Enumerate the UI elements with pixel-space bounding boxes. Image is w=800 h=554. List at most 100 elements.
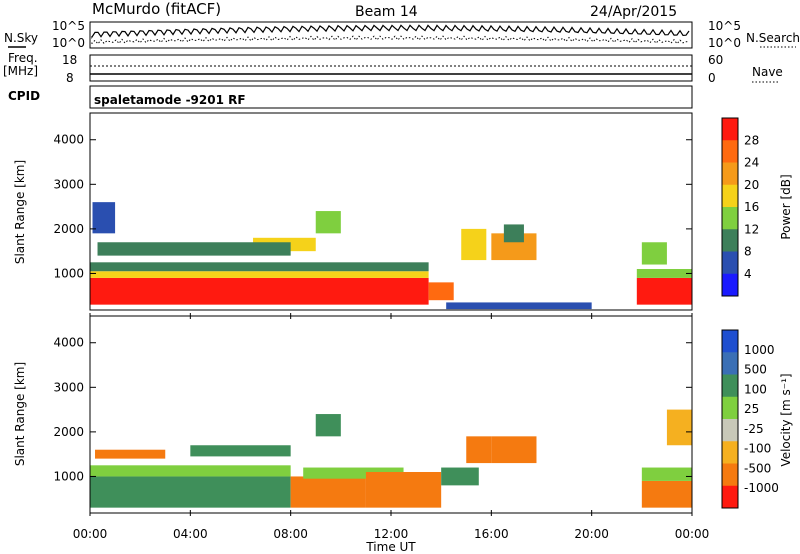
heatmap-cell <box>466 436 492 464</box>
colorbar-swatch <box>722 184 738 208</box>
heatmap-cell <box>95 449 166 459</box>
colorbar-tick-label: -500 <box>744 461 771 475</box>
time-tick-label: 08:00 <box>273 527 308 541</box>
heatmap-cell <box>97 242 291 256</box>
colorbar-tick-label: 12 <box>744 222 759 236</box>
freq-left-label-1: Freq. <box>8 51 38 65</box>
heatmap-cell <box>303 467 404 479</box>
heatmap-cell <box>190 445 291 457</box>
heatmap-cell <box>666 409 692 446</box>
colorbar-tick-label: -25 <box>744 422 764 436</box>
colorbar-swatch <box>722 374 738 398</box>
noise-panel: N.Sky 10^5 10^0 10^5 10^0 N.Search <box>4 19 800 50</box>
range-tick-label: 2000 <box>53 425 84 439</box>
frequency-panel: Freq. [MHz] 18 8 60 0 Nave <box>3 51 783 85</box>
velocity-colorbar-label: Velocity [m s⁻¹] <box>779 373 793 466</box>
heatmap-cell <box>315 211 341 234</box>
colorbar-tick-label: 25 <box>744 402 759 416</box>
colorbar-swatch <box>722 118 738 141</box>
freq-left-label-2: [MHz] <box>3 64 38 78</box>
colorbar-swatch <box>722 352 738 375</box>
freq-right-tick-top: 60 <box>708 53 723 67</box>
heatmap-cell <box>446 302 592 310</box>
colorbar-tick-label: 500 <box>744 363 767 377</box>
range-tick-label: 4000 <box>53 133 84 147</box>
colorbar-tick-label: -1000 <box>744 481 779 495</box>
colorbar-tick-label: 100 <box>744 382 767 396</box>
freq-right-tick-bottom: 0 <box>708 71 716 85</box>
heatmap-cell <box>90 262 429 272</box>
colorbar-tick-label: -100 <box>744 442 771 456</box>
noise-sky-line <box>91 24 690 40</box>
noise-left-tick-bottom: 10^0 <box>52 36 85 50</box>
beam-title: Beam 14 <box>355 4 418 20</box>
noise-left-tick-top: 10^5 <box>52 19 85 33</box>
freq-left-tick-bottom: 8 <box>66 71 74 85</box>
colorbar-tick-label: 28 <box>744 133 759 147</box>
heatmap-cell <box>90 465 291 477</box>
colorbar-swatch <box>722 140 738 163</box>
heatmap-cell <box>90 271 429 278</box>
range-tick-label: 2000 <box>53 222 84 236</box>
colorbar-tick-label: 4 <box>744 267 752 281</box>
power-y-axis-label: Slant Range [km] <box>13 160 27 264</box>
time-tick-label: 12:00 <box>374 527 409 541</box>
velocity-heatmap <box>90 409 692 508</box>
heatmap-cell <box>290 476 366 508</box>
range-tick-label: 3000 <box>53 380 84 394</box>
time-axis-label: Time UT <box>365 540 416 554</box>
time-tick-label: 00:00 <box>675 527 710 541</box>
date-title: 24/Apr/2015 <box>590 4 677 20</box>
time-tick-label: 00:00 <box>73 527 108 541</box>
time-tick-label: 16:00 <box>474 527 509 541</box>
range-tick-label: 3000 <box>53 177 84 191</box>
heatmap-cell <box>641 480 692 508</box>
velocity-range-ticks: 1000 2000 3000 4000 <box>53 336 692 483</box>
noise-right-tick-top: 10^5 <box>708 19 741 33</box>
cpid-label: CPID <box>8 89 40 103</box>
heatmap-cell <box>428 282 454 301</box>
colorbar-tick-label: 1000 <box>744 343 775 357</box>
colorbar-swatch <box>722 330 738 353</box>
colorbar-swatch <box>722 463 738 487</box>
heatmap-cell <box>636 268 692 278</box>
colorbar-swatch <box>722 207 738 230</box>
heatmap-cell <box>315 414 341 437</box>
power-panel: 1000 2000 3000 4000 Slant Range [km] <box>13 112 693 311</box>
heatmap-cell <box>90 476 291 508</box>
heatmap-cell <box>92 202 116 234</box>
velocity-y-axis-label: Slant Range [km] <box>13 362 27 466</box>
colorbar-swatch <box>722 485 738 509</box>
cpid-value: spaletamode -9201 RF <box>94 93 246 107</box>
colorbar-swatch <box>722 162 738 186</box>
velocity-colorbar: 1000 500 100 25 -25 -100 -500 -1000 Velocity [m… <box>721 329 793 509</box>
noise-right-label: N.Search <box>746 31 800 45</box>
power-colorbar-label: Power [dB] <box>779 174 793 239</box>
heatmap-cell <box>365 471 442 508</box>
heatmap-cell <box>90 277 429 305</box>
range-tick-label: 1000 <box>53 266 84 280</box>
power-range-ticks: 1000 2000 3000 4000 <box>53 133 692 280</box>
noise-search-line <box>91 35 690 45</box>
station-title: McMurdo (fitACF) <box>92 0 221 18</box>
colorbar-swatch <box>722 419 738 442</box>
noise-left-label: N.Sky <box>4 31 38 45</box>
power-colorbar: 4 8 12 16 20 24 28 Power [dB] <box>721 117 793 297</box>
colorbar-swatch <box>722 251 738 275</box>
freq-left-tick-top: 18 <box>62 53 77 67</box>
colorbar-swatch <box>722 441 738 464</box>
range-tick-label: 1000 <box>53 469 84 483</box>
range-tick-label: 4000 <box>53 336 84 350</box>
colorbar-swatch <box>722 396 738 420</box>
colorbar-tick-label: 20 <box>744 178 759 192</box>
heatmap-cell <box>503 224 524 243</box>
heatmap-cell <box>641 467 692 481</box>
heatmap-cell <box>461 228 487 261</box>
velocity-panel: 1000 2000 3000 4000 00:00 04:00 08:00 12:00 16:… <box>13 313 709 554</box>
noise-right-tick-bottom: 10^0 <box>708 36 741 50</box>
nave-label: Nave <box>752 65 783 79</box>
colorbar-tick-label: 8 <box>744 245 752 259</box>
heatmap-cell <box>636 277 692 305</box>
time-tick-label: 04:00 <box>173 527 208 541</box>
